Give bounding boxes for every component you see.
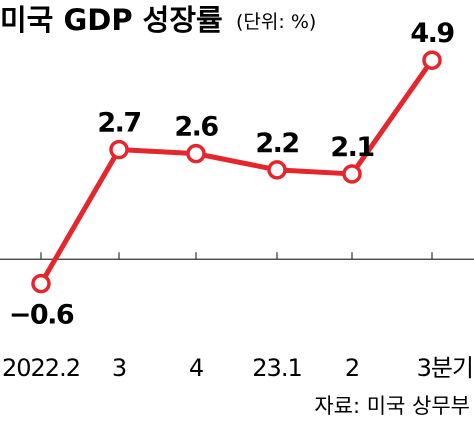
series-line <box>38 57 435 287</box>
data-point <box>109 139 129 160</box>
x-tick-label: 3분기 <box>417 354 473 382</box>
data-point <box>267 160 287 180</box>
data-point <box>186 143 206 164</box>
chart-title: 미국 GDP 성장률 <box>0 3 223 37</box>
data-label: 4.9 <box>410 18 454 49</box>
data-label: 2.1 <box>330 132 373 163</box>
data-labels: −0.6 2.7 2.6 2.2 2.1 4.9 <box>9 18 456 331</box>
data-point <box>342 164 362 184</box>
source-note: 자료: 미국 상무부 <box>314 394 470 418</box>
x-axis-ticks <box>40 252 433 260</box>
x-tick-label: 3 <box>112 354 126 382</box>
data-label: −0.6 <box>9 300 74 331</box>
x-tick-label: 2 <box>345 354 359 382</box>
data-point <box>31 273 51 294</box>
chart-unit: (단위: %) <box>236 11 316 33</box>
x-tick-label: 23.1 <box>252 354 301 382</box>
x-tick-label: 2022.2 <box>2 354 80 382</box>
data-points <box>31 50 442 294</box>
data-label: 2.6 <box>174 112 218 143</box>
data-label: 2.2 <box>255 128 298 159</box>
data-point <box>422 50 442 70</box>
x-axis-labels: 2022.2 3 4 23.1 2 3분기 <box>2 354 474 382</box>
data-label: 2.7 <box>97 108 140 139</box>
x-tick-label: 4 <box>189 354 203 382</box>
